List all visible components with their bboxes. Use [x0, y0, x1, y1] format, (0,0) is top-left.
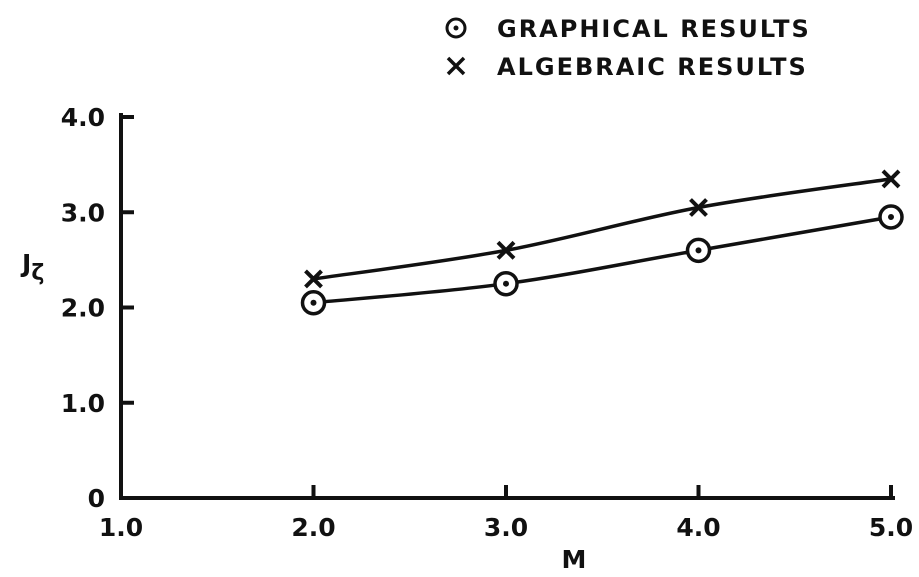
legend-marker-dot	[453, 25, 459, 31]
y-tick-label-3: 3.0	[61, 198, 105, 227]
legend-entry-algebraic: ALGEBRAIC RESULTS	[446, 53, 808, 81]
x-tick-label-2: 3.0	[484, 513, 528, 542]
x-tick-label-0: 1.0	[99, 513, 143, 542]
series-line-algebraic	[313, 177, 892, 281]
y-axis-label-subscript: ζ	[31, 261, 44, 286]
legend-marker-x	[446, 56, 466, 76]
graphical-point-dot-3	[888, 214, 894, 221]
legend: GRAPHICAL RESULTS ALGEBRAIC RESULTS	[445, 15, 811, 81]
legend-label-algebraic: ALGEBRAIC RESULTS	[497, 53, 808, 81]
tick-group: 01.02.03.04.01.0 2.0 3.0 4.0 5.0	[61, 103, 913, 542]
curve-group	[313, 177, 892, 305]
algebraic-point-1	[496, 240, 516, 260]
y-tick-label-2: 2.0	[61, 294, 105, 323]
y-axis-label-main: J	[20, 249, 31, 278]
x-tick-label-1: 2.0	[291, 513, 335, 542]
x-tick-label-4: 5.0	[869, 513, 913, 542]
graphical-point-dot-0	[310, 299, 317, 306]
series-line-graphical	[313, 215, 892, 305]
graphical-point-dot-1	[503, 280, 509, 287]
y-tick-label-4: 4.0	[61, 103, 105, 132]
y-axis-label: Jζ	[20, 249, 44, 286]
graphical-point-1	[493, 270, 519, 297]
legend-marker-circled-dot	[445, 17, 467, 39]
legend-entry-graphical: GRAPHICAL RESULTS	[445, 15, 811, 43]
graphical-point-dot-2	[695, 247, 702, 254]
algebraic-point-2	[689, 198, 708, 217]
y-tick-label-0: 0	[88, 484, 105, 513]
x-axis-label: M	[562, 545, 587, 574]
legend-label-graphical: GRAPHICAL RESULTS	[497, 15, 811, 43]
axes	[119, 113, 895, 500]
x-tick-label-3: 4.0	[676, 513, 720, 542]
marker-group	[300, 169, 904, 316]
graphical-point-0	[300, 289, 327, 316]
algebraic-point-3	[881, 169, 901, 189]
graphical-point-3	[878, 204, 904, 230]
algebraic-point-0	[304, 269, 323, 289]
y-tick-label-1: 1.0	[61, 389, 105, 418]
graphical-point-2	[685, 237, 712, 264]
